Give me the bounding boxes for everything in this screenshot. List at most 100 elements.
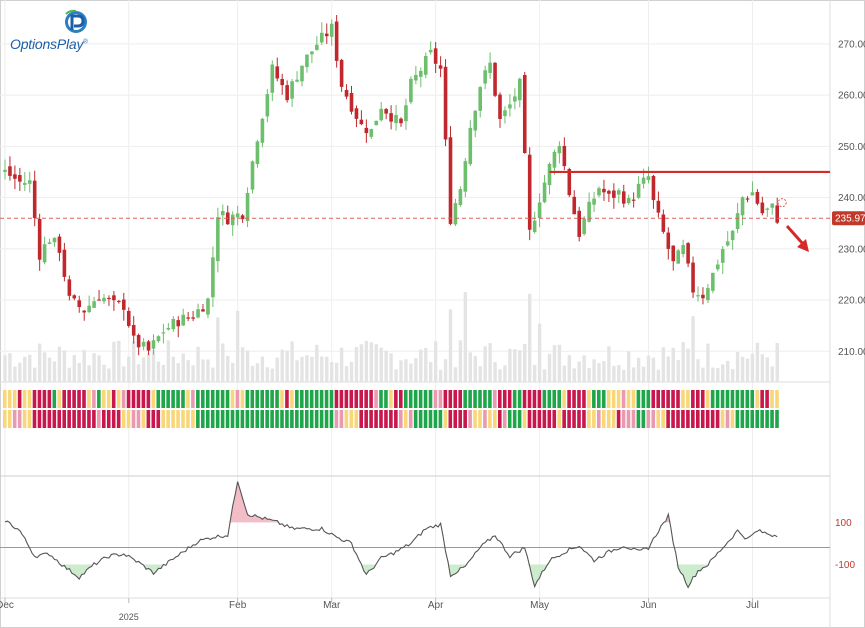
signal-cell-long [527,410,532,428]
signal-cell-short [97,390,101,408]
volume-bar [602,361,606,382]
volume-bar [523,343,527,382]
volume-bar [67,367,72,382]
volume-bar [532,364,537,382]
signal-cell-short [567,390,571,408]
signal-cell-long [131,410,136,428]
signal-cell-short [572,390,576,408]
volume-bar [701,367,705,382]
candle-body [725,241,730,246]
signal-cell-short [339,390,344,408]
candle-body [612,190,616,198]
candle-body [577,210,581,237]
volume-bar [735,351,740,382]
signal-cell-long [67,410,71,428]
candle-body [552,151,557,168]
signal-cell-short [715,390,720,408]
candle-body [275,66,280,79]
signal-cell-long [730,410,735,428]
volume-bar [13,366,17,382]
volume-bar [305,355,309,382]
signal-cell-long [587,410,591,428]
time-tick-label: 2025 [119,612,139,622]
volume-bar [374,344,378,382]
signal-cell-long [196,410,200,428]
volume-bar [92,353,96,382]
signal-cell-short [77,390,81,408]
signal-cell-short [488,390,492,408]
signal-cell-short [770,390,774,408]
signal-cell-short [72,390,76,408]
candle-body [359,119,364,125]
oscillator-oversold-fill [5,564,778,588]
signal-cell-short [250,390,255,408]
signal-cell-long [592,410,596,428]
candle-body [735,213,740,230]
signal-cell-long [700,410,705,428]
candle-body [513,96,517,102]
volume-bar [696,359,700,382]
candle-body [641,177,646,184]
signal-cell-long [151,410,156,428]
volume-bar [493,362,497,382]
signal-cell-long [295,410,299,428]
candle-body [235,213,240,218]
signal-cell-short [314,390,319,408]
volume-bar [528,293,532,382]
volume-bar [72,355,76,382]
signal-cell-short [369,390,373,408]
signal-cell-long [166,410,170,428]
signal-cell-long [408,410,413,428]
signal-cell-long [265,410,269,428]
volume-bar [681,342,685,382]
signal-cell-short [656,390,660,408]
candle-body [740,197,745,216]
volume-bar [62,350,67,382]
signal-cell-long [181,410,185,428]
volume-bar [513,349,517,382]
signal-cell-short [176,390,180,408]
volume-bar [270,368,274,382]
candle-body [141,341,146,347]
candle-body [557,146,562,154]
signal-cell-long [488,410,492,428]
signal-cell-long [606,410,611,428]
signal-cell-long [290,410,294,428]
signal-cell-long [661,410,665,428]
volume-bar [151,349,156,382]
candle-body [32,180,37,219]
volume-bar [315,344,319,382]
candle-body [310,51,314,55]
current-price-label: 235.97 [835,214,865,225]
signal-cell-long [136,410,141,428]
candle-body [151,340,156,349]
volume-bar [206,359,210,382]
volume-bar [127,356,131,382]
volume-bar [711,367,715,382]
signal-cell-short [537,390,542,408]
signal-cell-short [210,390,215,408]
signal-cell-long [240,410,245,428]
signal-cell-short [700,390,705,408]
volume-bar [617,365,621,382]
signal-cell-short [676,390,680,408]
candle-body [270,64,275,93]
signal-cell-short [245,390,250,408]
signal-cell-short [240,390,245,408]
signal-cell-long [676,410,680,428]
candle-body [112,295,116,301]
candles [3,15,779,356]
signal-cell-long [686,410,690,428]
candle-body [572,196,577,215]
signal-cell-long [7,410,12,428]
signal-cell-short [517,390,522,408]
signal-cell-long [567,410,571,428]
signal-cell-short [161,390,165,408]
signal-cell-short [394,390,398,408]
candle-body [404,105,408,122]
oscillator-tick-label: -100 [835,560,855,571]
signal-cell-short [116,390,121,408]
candle-body [617,190,621,195]
volume-bar [221,343,225,382]
signal-cell-short [577,390,581,408]
